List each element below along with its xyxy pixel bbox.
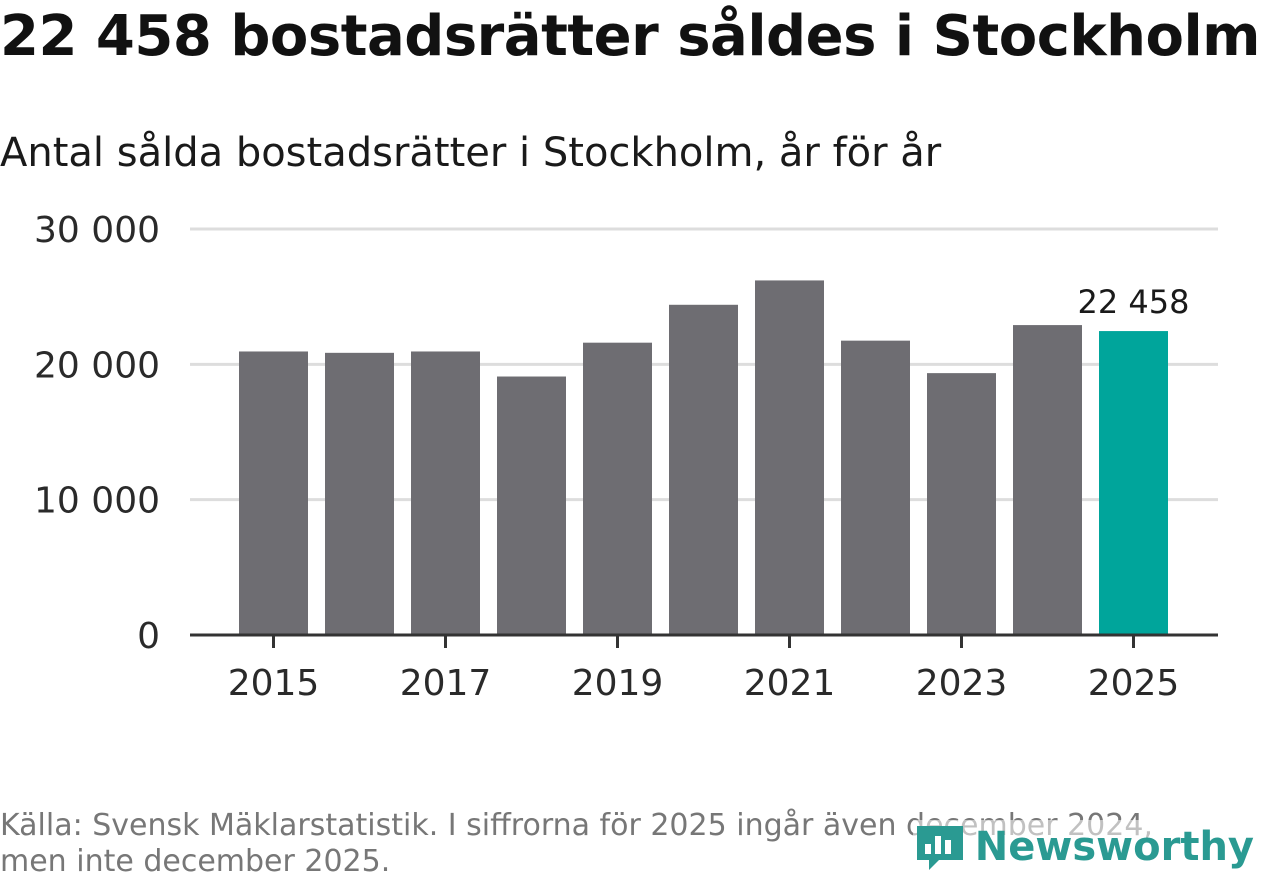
bars	[239, 280, 1168, 635]
bar-2018	[497, 376, 566, 635]
chart-subtitle: Antal sålda bostadsrätter i Stockholm, å…	[0, 130, 942, 176]
bar-2025	[1099, 331, 1168, 635]
y-tick-label: 30 000	[34, 210, 160, 251]
bar-2019	[583, 342, 652, 635]
y-tick-label: 0	[137, 616, 160, 657]
x-tick-label: 2023	[916, 663, 1008, 704]
x-tick-label: 2015	[228, 663, 320, 704]
data-labels: 22 458	[1078, 283, 1190, 321]
brand-logo: Newsworthy	[912, 820, 1254, 874]
bar-2020	[669, 304, 738, 635]
newsworthy-logo-icon	[916, 826, 963, 870]
bar-2017	[411, 351, 480, 635]
bar-2023	[927, 373, 996, 635]
y-axis-ticks: 0 10 000 20 000 30 000	[34, 210, 160, 657]
x-tick-label: 2025	[1088, 663, 1180, 704]
brand-name: Newsworthy	[974, 824, 1254, 870]
chart-title: 22 458 bostadsrätter såldes i Stockholm	[0, 4, 1261, 69]
bar-2016	[325, 352, 394, 635]
bar-2015	[239, 351, 308, 635]
bar-2024	[1013, 325, 1082, 635]
data-label-2025: 22 458	[1078, 283, 1190, 321]
x-tick-label: 2021	[744, 663, 836, 704]
bar-2022	[841, 340, 910, 635]
y-tick-label: 20 000	[34, 345, 160, 386]
x-axis-ticks: 2015 2017 2019 2021 2023 2025	[228, 635, 1180, 704]
y-tick-label: 10 000	[34, 481, 160, 522]
x-tick-label: 2019	[572, 663, 664, 704]
x-tick-label: 2017	[400, 663, 492, 704]
bar-2021	[755, 280, 824, 635]
